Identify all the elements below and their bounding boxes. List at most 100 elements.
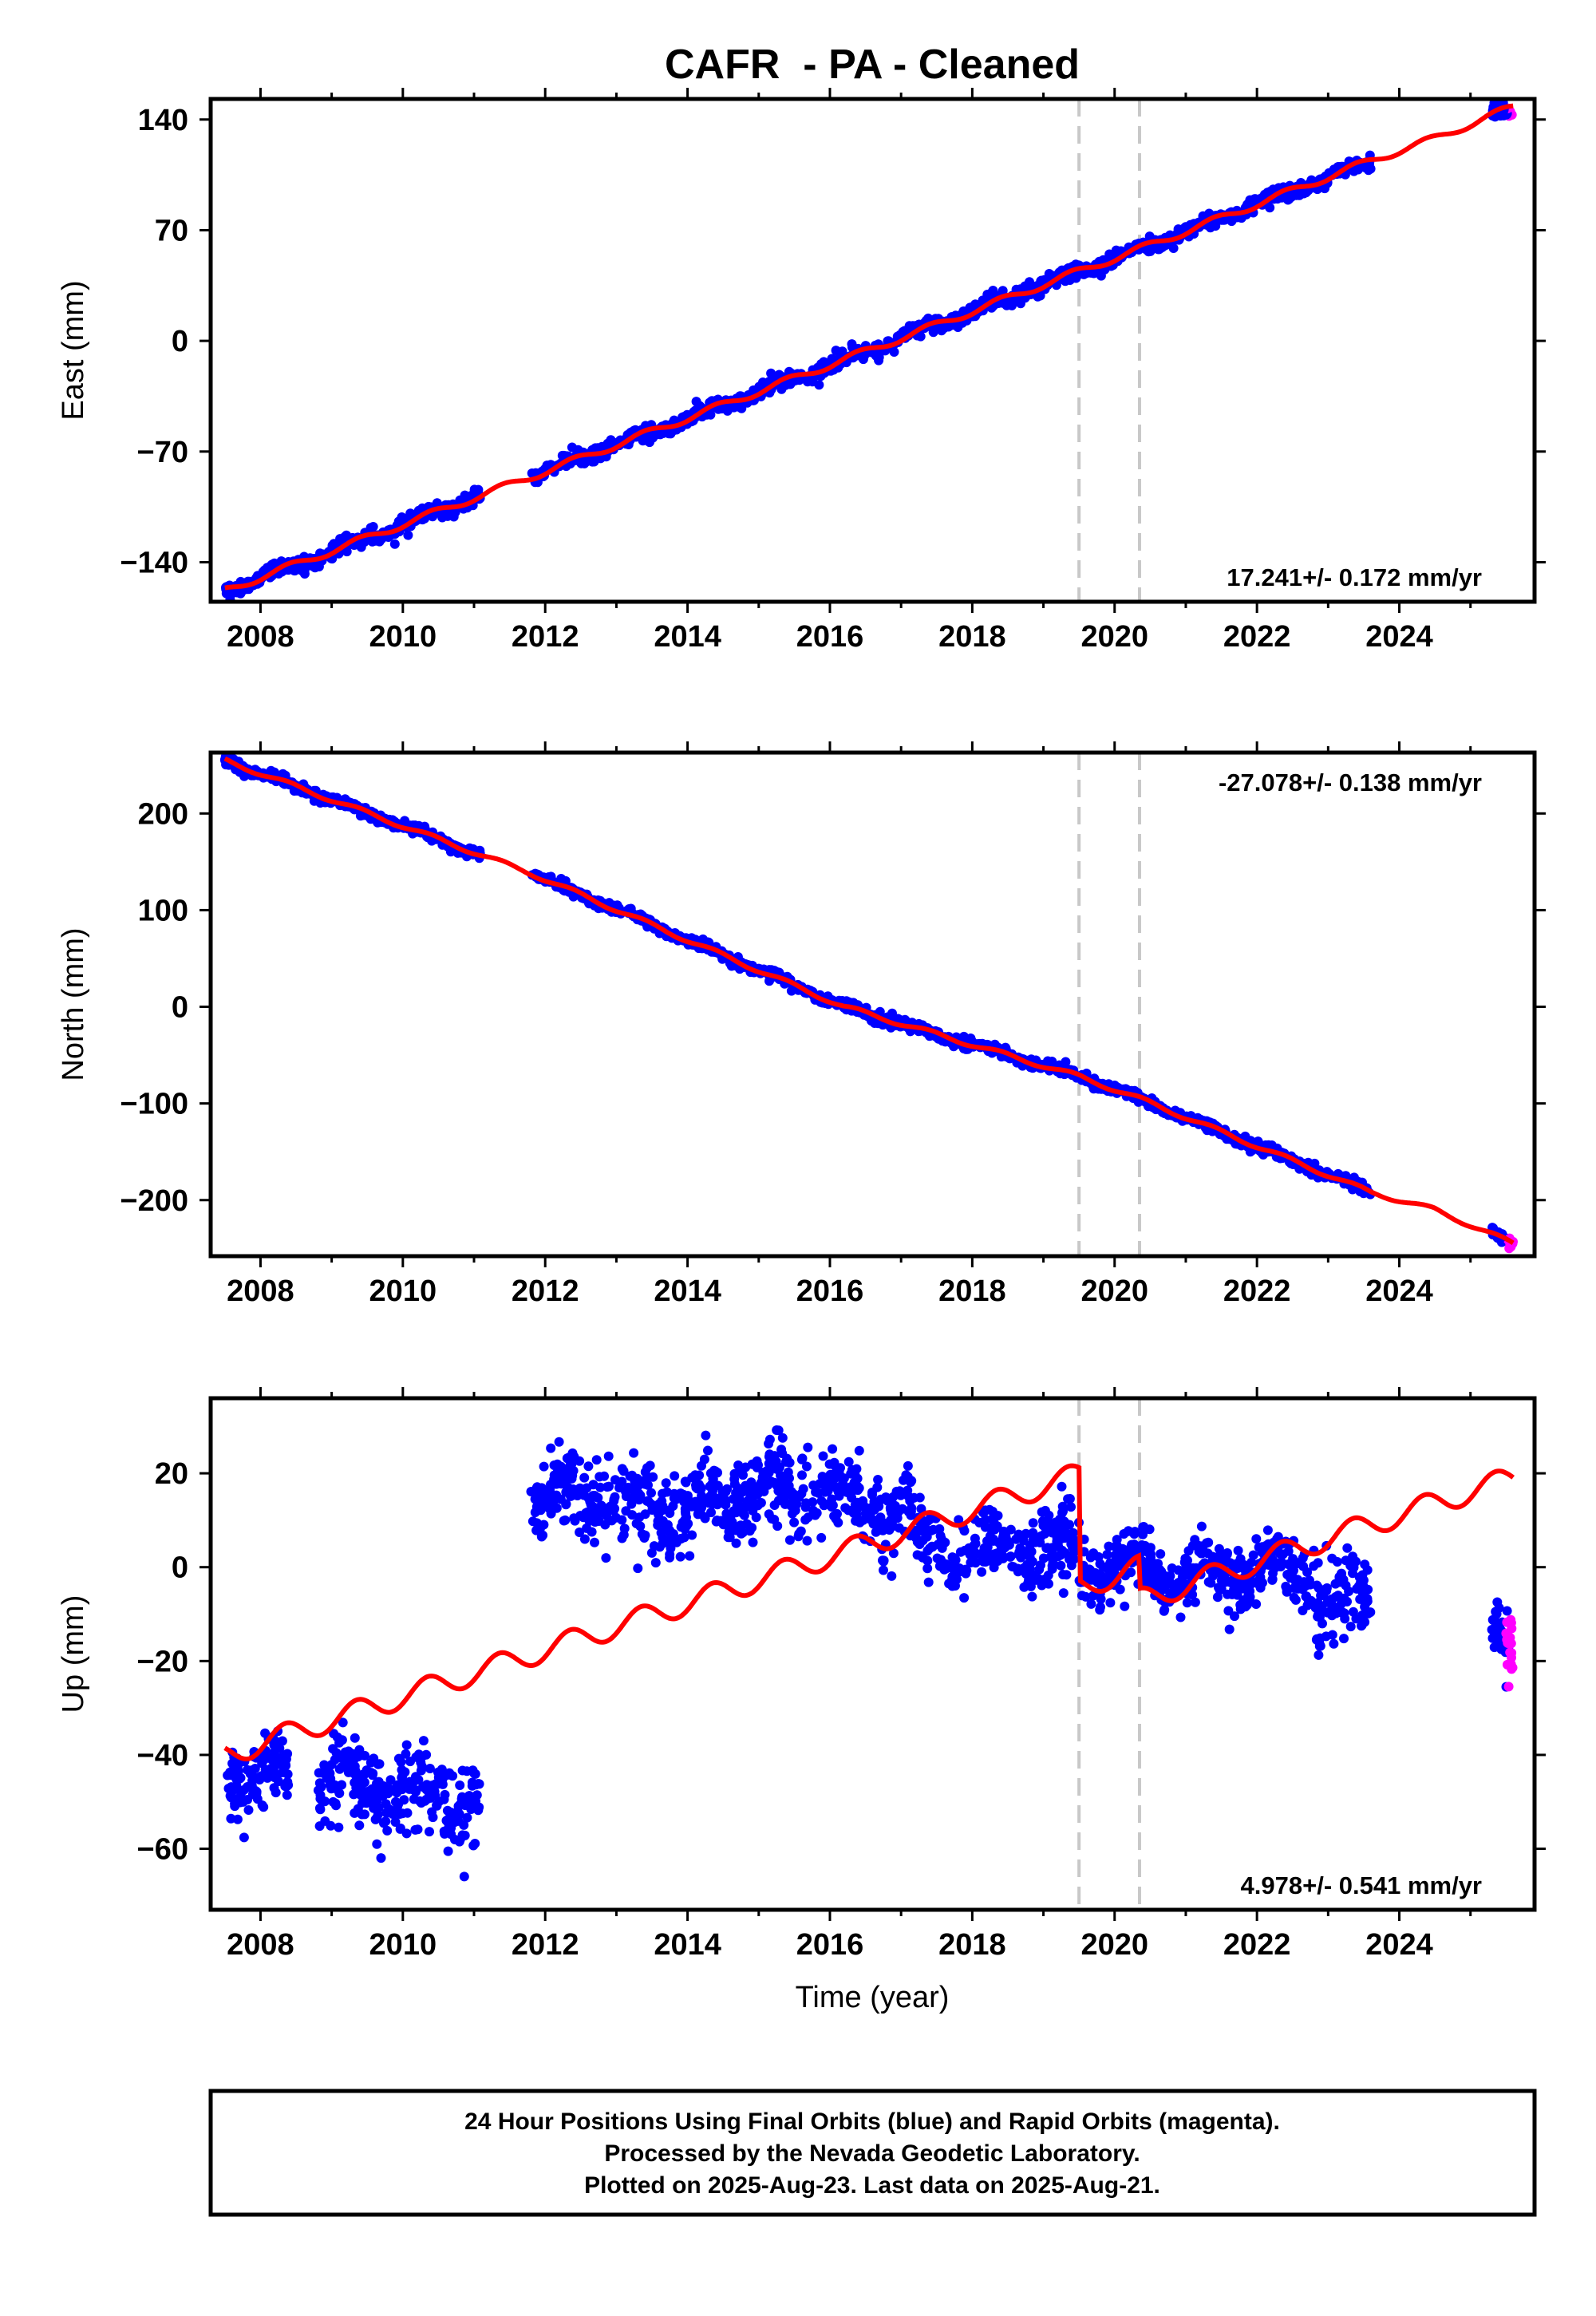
data-point bbox=[665, 1508, 675, 1518]
data-point bbox=[691, 397, 701, 407]
data-point bbox=[1347, 1184, 1357, 1195]
data-point bbox=[539, 1461, 549, 1472]
data-point bbox=[847, 1486, 858, 1496]
data-point bbox=[330, 1754, 340, 1765]
data-point bbox=[756, 1477, 766, 1488]
data-point bbox=[439, 1826, 449, 1836]
y-tick-label: −200 bbox=[120, 1184, 188, 1218]
rate-label-east: 17.241+/- 0.172 mm/yr bbox=[1227, 563, 1482, 591]
data-point bbox=[734, 1522, 745, 1531]
data-point bbox=[907, 1503, 917, 1513]
data-point bbox=[800, 1515, 811, 1525]
data-point bbox=[282, 1790, 292, 1800]
data-point bbox=[992, 1521, 1002, 1531]
data-point bbox=[239, 1832, 249, 1843]
data-point bbox=[661, 1478, 671, 1488]
data-point bbox=[443, 1846, 453, 1856]
data-point bbox=[731, 1488, 741, 1498]
data-point bbox=[1063, 1494, 1073, 1504]
data-point bbox=[679, 1532, 689, 1543]
data-point bbox=[579, 1534, 590, 1544]
plot-area-up bbox=[223, 1398, 1518, 1910]
data-point bbox=[871, 350, 881, 361]
data-point bbox=[316, 1782, 326, 1792]
data-point bbox=[410, 1824, 421, 1835]
data-point bbox=[343, 1746, 354, 1757]
data-point bbox=[372, 1839, 382, 1849]
data-point bbox=[803, 1442, 813, 1452]
data-point bbox=[1069, 1528, 1078, 1538]
data-point bbox=[1211, 221, 1221, 231]
data-point bbox=[448, 1771, 458, 1781]
x-tick-label: 2024 bbox=[1365, 620, 1433, 654]
data-point bbox=[801, 1498, 812, 1508]
data-point bbox=[377, 534, 387, 544]
data-point bbox=[865, 1514, 875, 1524]
data-point bbox=[552, 1469, 563, 1480]
data-point bbox=[855, 1517, 865, 1528]
data-point bbox=[544, 1504, 555, 1514]
data-point bbox=[1202, 1125, 1212, 1136]
data-point bbox=[766, 368, 776, 378]
data-point bbox=[843, 1456, 854, 1467]
data-point bbox=[697, 1460, 706, 1471]
data-point bbox=[390, 1817, 401, 1827]
data-point bbox=[579, 1472, 590, 1483]
data-point bbox=[536, 1488, 547, 1499]
data-point bbox=[692, 1484, 702, 1494]
data-point bbox=[784, 1457, 795, 1468]
data-point bbox=[418, 1782, 428, 1792]
data-point bbox=[315, 1804, 326, 1815]
data-point bbox=[681, 1477, 691, 1488]
data-point bbox=[772, 1425, 782, 1435]
data-point bbox=[658, 1501, 668, 1511]
data-point bbox=[330, 1798, 341, 1808]
data-points-north bbox=[219, 753, 1518, 1254]
data-point bbox=[808, 377, 818, 387]
data-point bbox=[729, 1468, 740, 1479]
data-point bbox=[871, 1527, 881, 1537]
data-point bbox=[443, 1818, 453, 1828]
data-point bbox=[354, 1820, 365, 1831]
data-point bbox=[648, 1472, 658, 1482]
data-point bbox=[952, 1574, 962, 1584]
x-tick-label: 2014 bbox=[654, 1275, 721, 1308]
data-point bbox=[915, 1492, 925, 1503]
data-point bbox=[545, 1484, 555, 1495]
data-point bbox=[889, 347, 899, 357]
data-point bbox=[1058, 1588, 1069, 1599]
data-point bbox=[666, 1543, 676, 1553]
data-point bbox=[773, 1496, 784, 1506]
data-point bbox=[439, 1794, 449, 1804]
data-point bbox=[658, 1516, 668, 1526]
data-point bbox=[289, 565, 299, 575]
data-point bbox=[1179, 223, 1189, 234]
rate-label-north: -27.078+/- 0.138 mm/yr bbox=[1219, 769, 1482, 796]
data-point bbox=[911, 1532, 921, 1543]
data-point bbox=[959, 1593, 970, 1603]
data-point bbox=[1024, 1575, 1034, 1586]
data-point bbox=[640, 1509, 650, 1520]
data-point bbox=[1005, 1524, 1016, 1535]
data-point bbox=[1008, 1562, 1018, 1572]
data-point bbox=[701, 1430, 711, 1441]
data-point bbox=[694, 1470, 705, 1480]
data-point bbox=[706, 1508, 716, 1518]
data-point bbox=[894, 1523, 904, 1533]
x-tick-label: 2020 bbox=[1080, 1275, 1148, 1308]
data-point bbox=[798, 1484, 808, 1494]
y-tick-label: −70 bbox=[137, 436, 188, 469]
data-point bbox=[1051, 1519, 1061, 1529]
data-point bbox=[243, 1765, 252, 1775]
data-point bbox=[587, 1527, 597, 1537]
data-point bbox=[1144, 247, 1154, 257]
data-point bbox=[320, 1816, 330, 1826]
data-point bbox=[748, 1537, 758, 1547]
data-point bbox=[627, 1510, 638, 1520]
data-point bbox=[402, 1808, 413, 1818]
data-point bbox=[581, 1508, 591, 1518]
data-point bbox=[1069, 1554, 1079, 1564]
data-point bbox=[420, 1796, 430, 1806]
data-point bbox=[350, 1733, 360, 1743]
